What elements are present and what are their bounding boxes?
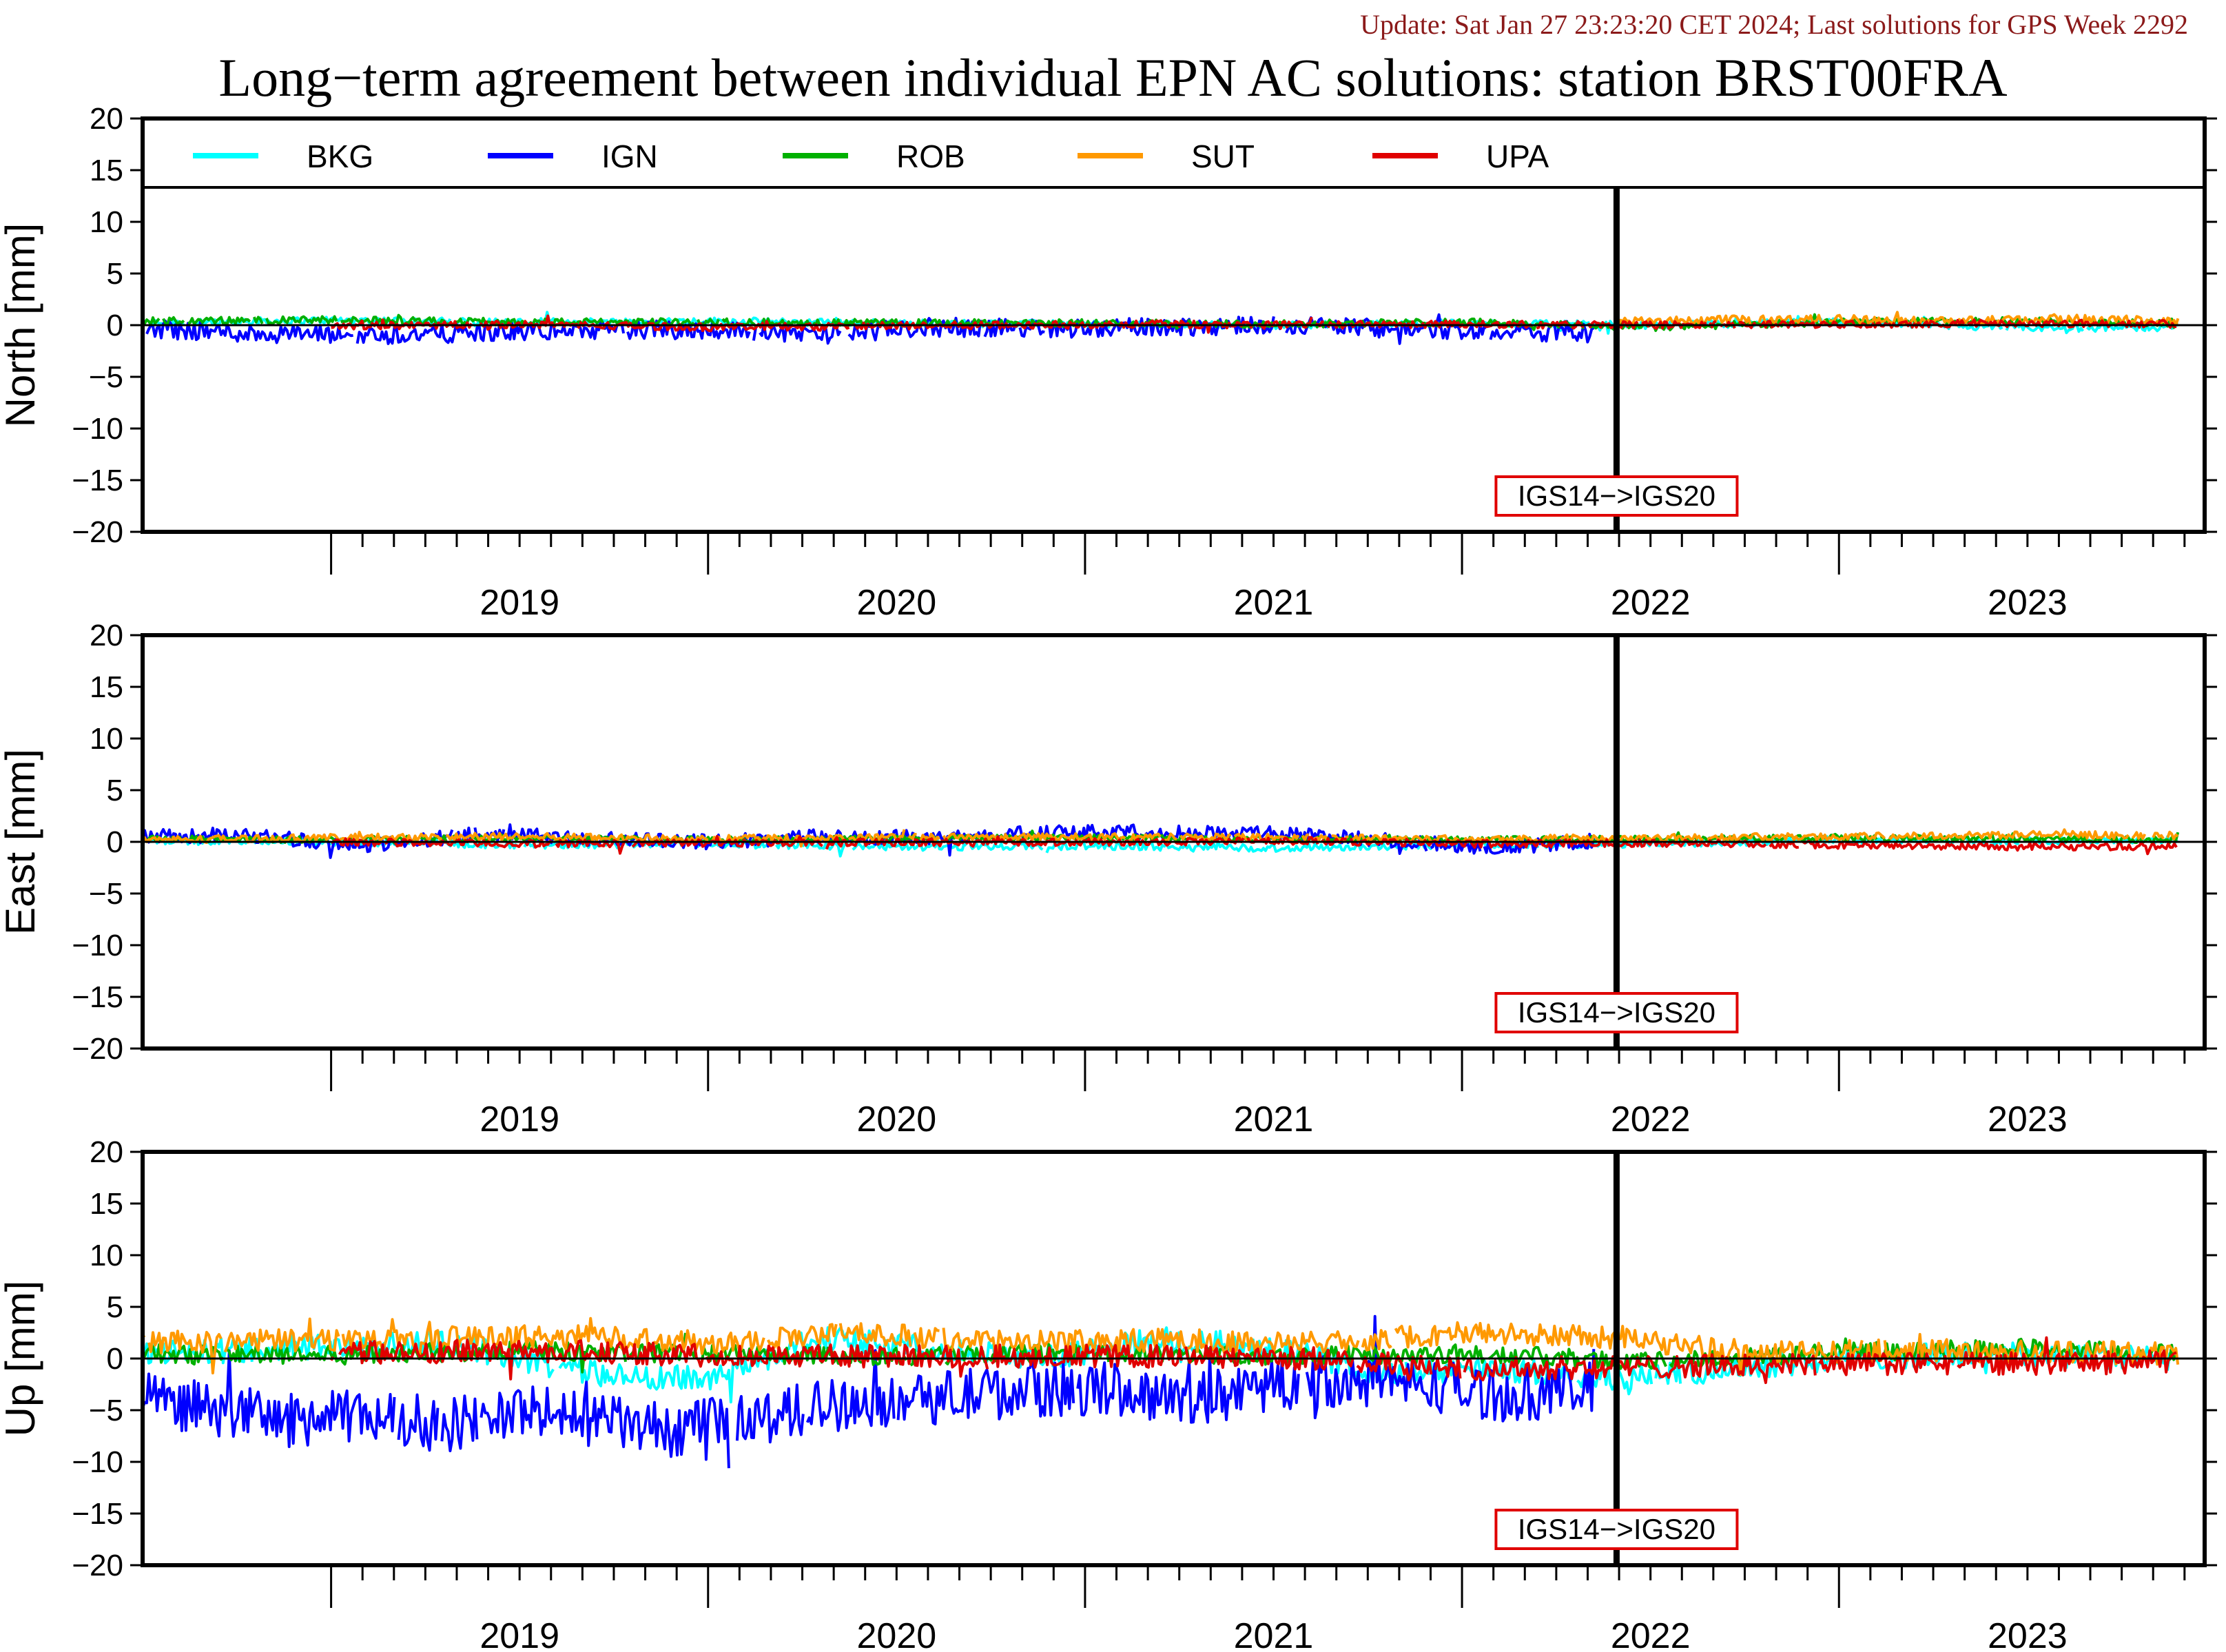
y-tick-label: 20 <box>90 619 123 652</box>
y-tick-label: 0 <box>107 825 123 859</box>
y-tick-label: −5 <box>89 1394 123 1427</box>
x-year-label: 2020 <box>856 1099 936 1139</box>
x-year-label: 2023 <box>1988 583 2068 623</box>
y-tick-label: 20 <box>90 102 123 136</box>
frame-change-label: IGS14−>IGS20 <box>1518 479 1715 512</box>
y-tick-label: 15 <box>90 1187 123 1221</box>
y-tick-label: −15 <box>72 980 123 1014</box>
y-tick-label: 5 <box>107 1290 123 1324</box>
y-tick-label: −20 <box>72 1032 123 1066</box>
y-tick-label: −10 <box>72 1445 123 1479</box>
y-tick-label: −20 <box>72 1549 123 1582</box>
legend-label-upa: UPA <box>1486 138 1549 174</box>
x-year-label: 2021 <box>1234 583 1314 623</box>
y-tick-label: −15 <box>72 464 123 497</box>
x-year-label: 2022 <box>1611 1099 1691 1139</box>
y-tick-label: 0 <box>107 309 123 342</box>
y-tick-label: 10 <box>90 1239 123 1272</box>
x-year-label: 2022 <box>1611 1616 1691 1652</box>
x-year-label: 2019 <box>480 583 559 623</box>
y-tick-label: 0 <box>107 1342 123 1376</box>
y-tick-label: 15 <box>90 154 123 187</box>
x-year-label: 2020 <box>856 1616 936 1652</box>
update-timestamp: Update: Sat Jan 27 23:23:20 CET 2024; La… <box>1360 9 2188 40</box>
frame-change-box <box>1494 1509 1739 1550</box>
y-tick-label: 10 <box>90 722 123 756</box>
y-tick-label: −5 <box>89 877 123 911</box>
legend-label-sut: SUT <box>1191 138 1255 174</box>
x-year-label: 2020 <box>856 583 936 623</box>
x-year-label: 2023 <box>1988 1616 2068 1652</box>
legend-label-ign: IGN <box>601 138 658 174</box>
y-tick-label: −5 <box>89 360 123 394</box>
y-tick-label: −20 <box>72 515 123 549</box>
y-tick-label: 5 <box>107 774 123 807</box>
legend-label-rob: ROB <box>896 138 965 174</box>
y-axis-title: Up [mm] <box>0 1281 43 1437</box>
x-year-label: 2022 <box>1611 583 1691 623</box>
x-year-label: 2019 <box>480 1099 559 1139</box>
frame-change-label: IGS14−>IGS20 <box>1518 1513 1715 1545</box>
y-tick-label: 10 <box>90 205 123 239</box>
frame-change-box <box>1494 992 1739 1033</box>
y-tick-label: 5 <box>107 257 123 291</box>
y-tick-label: −10 <box>72 412 123 446</box>
y-tick-label: −15 <box>72 1497 123 1531</box>
frame-change-label: IGS14−>IGS20 <box>1518 996 1715 1029</box>
legend-label-bkg: BKG <box>307 138 373 174</box>
y-axis-title: East [mm] <box>0 749 43 935</box>
x-year-label: 2023 <box>1988 1099 2068 1139</box>
x-year-label: 2021 <box>1234 1099 1314 1139</box>
y-axis-title: North [mm] <box>0 223 43 428</box>
x-year-label: 2021 <box>1234 1616 1314 1652</box>
y-tick-label: 20 <box>90 1135 123 1169</box>
y-tick-label: 15 <box>90 670 123 704</box>
x-year-label: 2019 <box>480 1616 559 1652</box>
chart-title: Long−term agreement between individual E… <box>218 48 2008 107</box>
frame-change-box <box>1494 475 1739 517</box>
y-tick-label: −10 <box>72 929 123 962</box>
